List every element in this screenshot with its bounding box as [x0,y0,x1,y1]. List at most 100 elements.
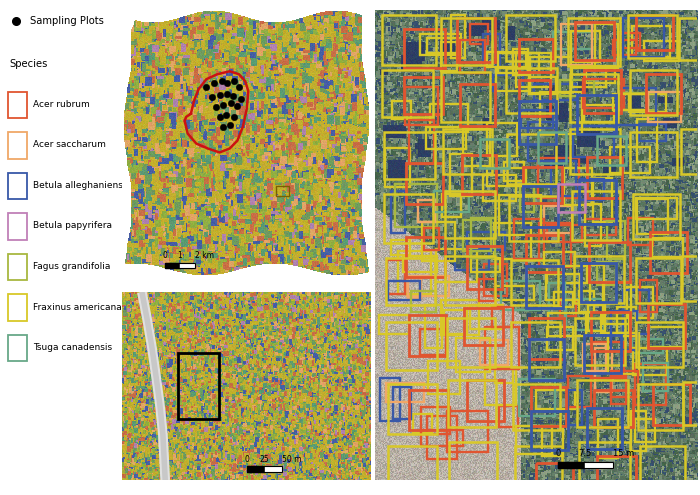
Bar [652,238,682,257]
Text: 2 km: 2 km [195,251,214,260]
Bar [580,181,617,224]
Point [232,102,243,110]
Bar [582,263,617,302]
Bar [630,132,677,177]
Bar [551,161,577,196]
Bar [573,256,624,303]
Bar [548,313,586,337]
Point [235,95,246,103]
Bar [409,390,448,430]
Bar [387,260,405,294]
Bar [389,446,437,494]
Bar [504,162,524,182]
Bar [404,29,444,68]
Bar [405,88,438,125]
Bar [463,220,491,250]
Bar [545,252,575,266]
Bar [427,416,457,459]
Bar [246,466,283,472]
Text: 0: 0 [555,449,561,458]
Bar [632,339,664,353]
Bar [573,126,614,156]
Bar [588,305,605,331]
Bar [623,290,649,335]
Bar [8,253,27,280]
Bar [519,80,550,116]
Bar [523,167,562,203]
Bar [635,364,666,405]
Bar [386,258,435,305]
Text: 1: 1 [178,251,182,260]
Bar [464,307,503,345]
Bar [620,33,640,48]
Bar [545,206,572,233]
Bar [484,264,508,296]
Bar [391,241,409,255]
Bar [530,57,570,93]
Bar [276,186,288,196]
Bar [485,367,516,405]
Bar [386,383,424,401]
Bar [480,340,508,365]
Bar [536,390,575,409]
Bar [483,175,516,201]
Bar [486,168,526,186]
Bar [528,318,564,359]
Bar [593,178,612,222]
Bar [449,153,472,196]
Bar [461,40,485,73]
Bar [628,218,652,245]
Bar [442,194,461,217]
Bar [682,382,700,425]
Bar [494,223,531,259]
Bar [513,384,560,430]
Bar [398,250,431,294]
Bar [589,243,630,282]
Bar [547,327,573,350]
Bar [633,194,680,240]
Text: Betula alleghaniensis: Betula alleghaniensis [33,181,130,190]
Text: Species: Species [10,59,48,69]
Bar [652,384,690,425]
Bar [480,139,509,168]
Bar [631,411,646,451]
Bar [506,15,555,60]
Bar [165,263,195,268]
Bar [568,18,620,66]
Bar [467,246,503,289]
Bar [406,163,443,204]
Bar [395,184,437,227]
Bar [568,376,591,407]
Bar [494,369,513,383]
Bar [449,442,498,492]
Bar [519,101,556,144]
Bar [643,363,668,391]
Bar [519,39,553,72]
Bar [636,322,682,367]
Bar [426,127,466,149]
Bar [471,258,500,272]
Bar [597,136,626,165]
Bar [546,275,580,300]
Bar [568,390,582,425]
Bar [528,121,556,161]
Text: 7.5: 7.5 [579,449,592,458]
Bar [385,148,410,187]
Bar [603,282,631,324]
Bar [526,266,563,307]
Text: 0: 0 [244,455,249,464]
Bar [8,213,27,240]
Bar [434,191,469,212]
Bar [528,339,564,380]
Bar [566,299,604,330]
Bar [644,41,679,60]
Bar [499,406,518,428]
Bar [594,390,633,428]
Bar [511,260,558,305]
Bar [421,430,463,446]
Bar [636,15,673,50]
Bar [246,466,283,472]
Bar [424,228,439,249]
Point [228,77,239,85]
Bar [558,461,612,468]
